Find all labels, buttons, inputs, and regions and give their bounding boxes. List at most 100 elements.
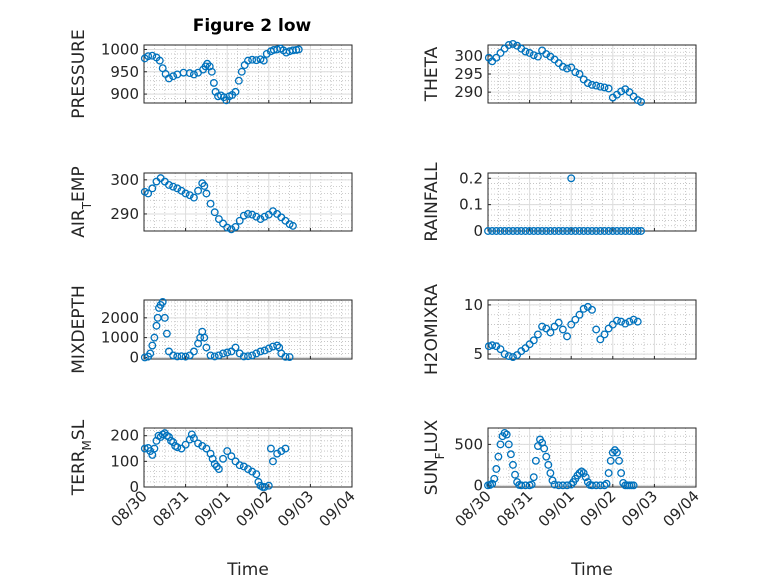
data-point bbox=[600, 227, 609, 235]
data-point bbox=[160, 313, 169, 322]
data-point bbox=[604, 227, 613, 235]
data-point bbox=[496, 227, 505, 235]
data-series bbox=[140, 429, 290, 491]
y-tick-label: 5 bbox=[473, 345, 483, 363]
data-point bbox=[567, 63, 576, 72]
data-point bbox=[506, 450, 515, 459]
data-point bbox=[538, 322, 547, 331]
data-point bbox=[625, 317, 634, 326]
data-point bbox=[600, 481, 609, 490]
data-point bbox=[492, 465, 501, 473]
data-point bbox=[511, 470, 519, 479]
data-point bbox=[600, 330, 609, 339]
data-point bbox=[575, 70, 584, 78]
data-point bbox=[504, 227, 513, 235]
data-point bbox=[273, 341, 282, 350]
y-tick-label: 0 bbox=[473, 476, 483, 494]
data-point bbox=[484, 227, 492, 235]
y-tick-label: 0.1 bbox=[459, 196, 483, 214]
data-point bbox=[244, 209, 252, 218]
data-point bbox=[239, 352, 248, 361]
data-point bbox=[248, 467, 257, 476]
data-point bbox=[496, 440, 505, 449]
y-axis-label: H2OMIXRA bbox=[422, 284, 442, 375]
data-point bbox=[207, 67, 216, 76]
data-point bbox=[533, 227, 542, 235]
data-point bbox=[571, 68, 580, 77]
data-point bbox=[288, 221, 297, 230]
data-point bbox=[484, 342, 493, 351]
data-point bbox=[567, 320, 576, 329]
plot-area bbox=[488, 300, 696, 359]
plot-area bbox=[144, 173, 352, 231]
data-point bbox=[500, 428, 509, 437]
y-tick-label: 900 bbox=[110, 85, 139, 103]
data-point bbox=[600, 83, 609, 92]
data-point bbox=[173, 184, 182, 193]
data-point bbox=[538, 227, 547, 235]
y-tick-label: 0.2 bbox=[459, 169, 483, 187]
data-point bbox=[608, 320, 617, 329]
data-point bbox=[604, 324, 613, 333]
data-point bbox=[219, 219, 227, 228]
data-point bbox=[617, 469, 626, 478]
y-axis-label: SUNFLUX bbox=[422, 419, 447, 495]
data-point bbox=[223, 223, 232, 232]
data-point bbox=[629, 315, 638, 324]
data-point bbox=[264, 481, 273, 490]
axes-box bbox=[487, 299, 697, 360]
data-point bbox=[602, 479, 611, 488]
figure-title: Figure 2 low bbox=[193, 16, 312, 36]
y-tick-label: 290 bbox=[454, 83, 483, 101]
subplot-4: 0 0.1 0.2 RAINFALL bbox=[422, 162, 697, 242]
y-tick-label: 200 bbox=[110, 427, 139, 445]
plot-area bbox=[488, 428, 696, 487]
data-point bbox=[550, 227, 559, 235]
data-point bbox=[509, 227, 517, 235]
y-tick-label: 0 bbox=[473, 222, 483, 240]
data-point bbox=[202, 189, 211, 198]
data-point bbox=[571, 315, 580, 324]
x-axis-label: Time bbox=[570, 560, 613, 580]
y-tick-label: 1000 bbox=[101, 40, 139, 58]
data-point bbox=[150, 444, 159, 453]
data-point bbox=[148, 51, 157, 60]
data-series bbox=[140, 44, 303, 105]
data-point bbox=[513, 351, 522, 360]
data-point bbox=[606, 456, 615, 465]
data-point bbox=[613, 316, 621, 325]
data-point bbox=[509, 460, 517, 469]
data-point bbox=[189, 347, 198, 356]
data-point bbox=[504, 440, 513, 449]
data-series bbox=[140, 174, 297, 234]
y-tick-label: 300 bbox=[454, 47, 483, 65]
data-point bbox=[209, 78, 218, 87]
data-point bbox=[231, 343, 240, 352]
data-point bbox=[513, 227, 522, 235]
data-point bbox=[542, 50, 551, 59]
data-point bbox=[223, 348, 232, 357]
data-point bbox=[617, 317, 626, 326]
data-point bbox=[235, 461, 244, 470]
data-point bbox=[206, 449, 215, 458]
data-point bbox=[148, 341, 157, 350]
y-tick-label: 290 bbox=[110, 205, 139, 223]
data-point bbox=[155, 56, 164, 65]
data-point bbox=[604, 469, 613, 478]
y-tick-label: 2000 bbox=[101, 309, 139, 327]
y-tick-label: 100 bbox=[110, 452, 139, 470]
data-point bbox=[546, 469, 555, 478]
data-point bbox=[494, 452, 503, 461]
data-point bbox=[488, 227, 497, 235]
data-point bbox=[177, 352, 186, 361]
data-point bbox=[264, 344, 273, 353]
data-point bbox=[504, 352, 513, 360]
data-point bbox=[610, 446, 619, 455]
data-point bbox=[146, 447, 155, 456]
data-point bbox=[629, 481, 638, 490]
data-point bbox=[527, 480, 536, 489]
data-point bbox=[169, 182, 178, 191]
data-point bbox=[529, 336, 538, 345]
data-point bbox=[509, 353, 517, 361]
